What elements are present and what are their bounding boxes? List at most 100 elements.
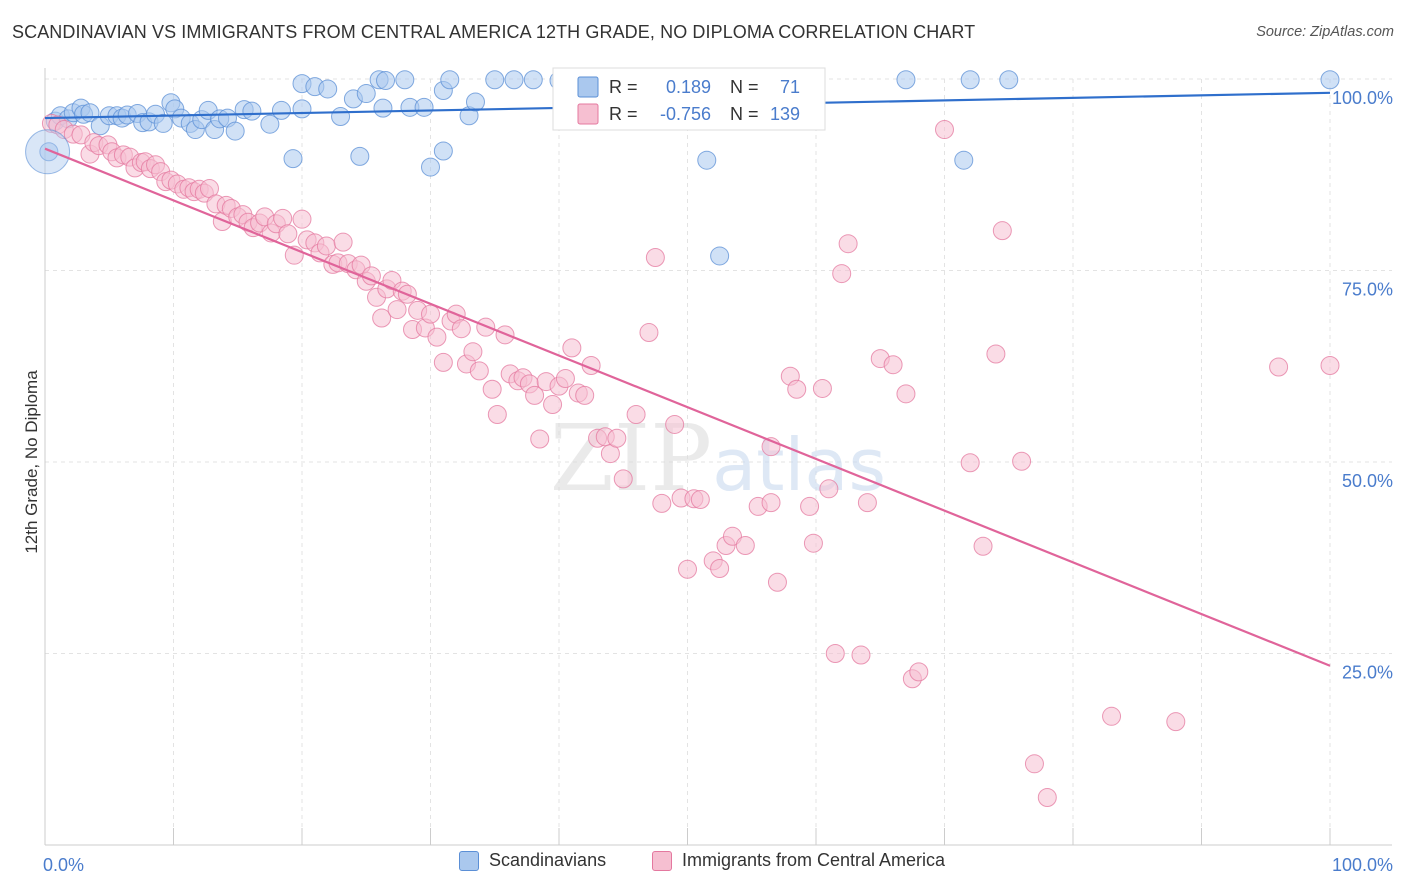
axes: [44, 68, 1392, 846]
blue-point: [225, 121, 245, 141]
blue-point: [350, 146, 370, 166]
blue-point: [465, 92, 485, 112]
pink-point: [665, 414, 685, 434]
pink-point: [819, 479, 839, 499]
x-tick-label: 100.0%: [1332, 855, 1393, 875]
pink-point: [433, 352, 453, 372]
stats-r-label: R =: [609, 77, 638, 97]
stats-r-value: -0.756: [660, 104, 711, 124]
watermark-text: ZIPatlas: [550, 405, 886, 512]
pink-trend-line: [44, 147, 1331, 667]
x-tick-label: 0.0%: [43, 855, 84, 875]
stats-n-value: 139: [770, 104, 800, 124]
pink-point: [645, 247, 665, 267]
stats-box: R = 0.189 N = 71 R = -0.756 N = 139: [552, 67, 826, 131]
blue-point: [283, 149, 303, 169]
blue-point: [373, 98, 393, 118]
pink-point: [857, 493, 877, 513]
legend-label-immigrants-central-america: Immigrants from Central America: [682, 850, 946, 870]
blue-point: [356, 84, 376, 104]
pink-point: [690, 490, 710, 510]
blue-point: [523, 70, 543, 90]
legend-swatch-blue: [459, 850, 479, 871]
pink-point: [1166, 712, 1186, 732]
blue-point: [421, 157, 440, 177]
pink-point: [333, 232, 353, 252]
y-axis-title: 12th Grade, No Diploma: [22, 370, 41, 554]
pink-point: [652, 493, 672, 513]
pink-point: [372, 308, 392, 328]
pink-point: [761, 493, 781, 513]
legend-label-scandinavians: Scandinavians: [489, 850, 607, 870]
pink-point: [613, 469, 633, 489]
pink-point: [463, 342, 483, 362]
pink-point: [1037, 788, 1057, 808]
stats-n-value: 71: [780, 77, 800, 97]
pink-point: [838, 234, 858, 254]
blue-point: [260, 114, 280, 134]
pink-point: [812, 378, 832, 398]
pink-point: [986, 344, 1006, 364]
blue-point: [440, 70, 460, 90]
y-tick-label: 50.0%: [1342, 471, 1393, 491]
pink-point: [575, 385, 595, 405]
blue-point: [153, 113, 173, 133]
pink-point: [278, 224, 298, 244]
pink-point: [525, 385, 545, 405]
pink-point: [427, 327, 447, 347]
pink-point: [722, 526, 742, 546]
blue-point: [433, 141, 453, 161]
blue-point: [504, 70, 524, 90]
legend-swatch-pink: [652, 850, 672, 871]
blue-point: [242, 101, 262, 121]
blue-point: [954, 150, 974, 170]
pink-point: [1024, 754, 1044, 774]
blue-point: [697, 150, 717, 170]
pink-point: [800, 496, 820, 516]
pink-point: [469, 361, 489, 381]
blue-point: [414, 97, 434, 117]
pink-point: [767, 572, 787, 592]
pink-point: [825, 644, 845, 663]
stats-r-value: 0.189: [666, 77, 711, 97]
chart-title: SCANDINAVIAN VS IMMIGRANTS FROM CENTRAL …: [12, 22, 976, 42]
y-tick-label: 25.0%: [1342, 663, 1393, 683]
blue-point-large: [25, 129, 71, 175]
pink-point: [1320, 355, 1340, 375]
pink-point: [678, 559, 697, 579]
pink-point: [530, 429, 550, 449]
pink-point: [935, 120, 954, 140]
pink-point: [562, 338, 582, 358]
pink-point: [1102, 706, 1122, 726]
pink-point: [896, 384, 916, 404]
blue-point: [896, 70, 916, 90]
pink-point: [639, 323, 659, 343]
blue-point: [999, 70, 1019, 90]
y-tick-label: 75.0%: [1342, 280, 1393, 300]
pink-point: [487, 405, 507, 425]
pink-point: [387, 300, 407, 320]
pink-point: [735, 535, 755, 555]
watermark-atlas: atlas: [712, 423, 886, 507]
pink-point: [710, 558, 730, 578]
stats-swatch-pink: [577, 103, 599, 125]
blue-point: [710, 246, 730, 266]
pink-point: [607, 428, 627, 448]
legend-item-scandinavians[interactable]: Scandinavians: [459, 850, 606, 871]
pink-point: [555, 369, 575, 389]
blue-point: [395, 70, 415, 90]
pink-point: [960, 453, 980, 473]
pink-point: [1012, 451, 1032, 471]
pink-point: [543, 395, 563, 415]
blue-point: [1320, 70, 1340, 90]
axis-labels: 100.0% 75.0% 50.0% 25.0% 0.0% 100.0% 12th Grad…: [22, 88, 1393, 875]
blue-point: [331, 107, 351, 127]
legend-item-immigrants-central-america[interactable]: Immigrants from Central America: [652, 850, 945, 871]
watermark: ZIPatlas: [550, 405, 886, 512]
pink-point: [626, 405, 646, 425]
pink-point: [803, 533, 823, 553]
blue-point: [376, 71, 396, 91]
stats-n-label: N =: [730, 104, 759, 124]
pink-point: [787, 379, 807, 399]
